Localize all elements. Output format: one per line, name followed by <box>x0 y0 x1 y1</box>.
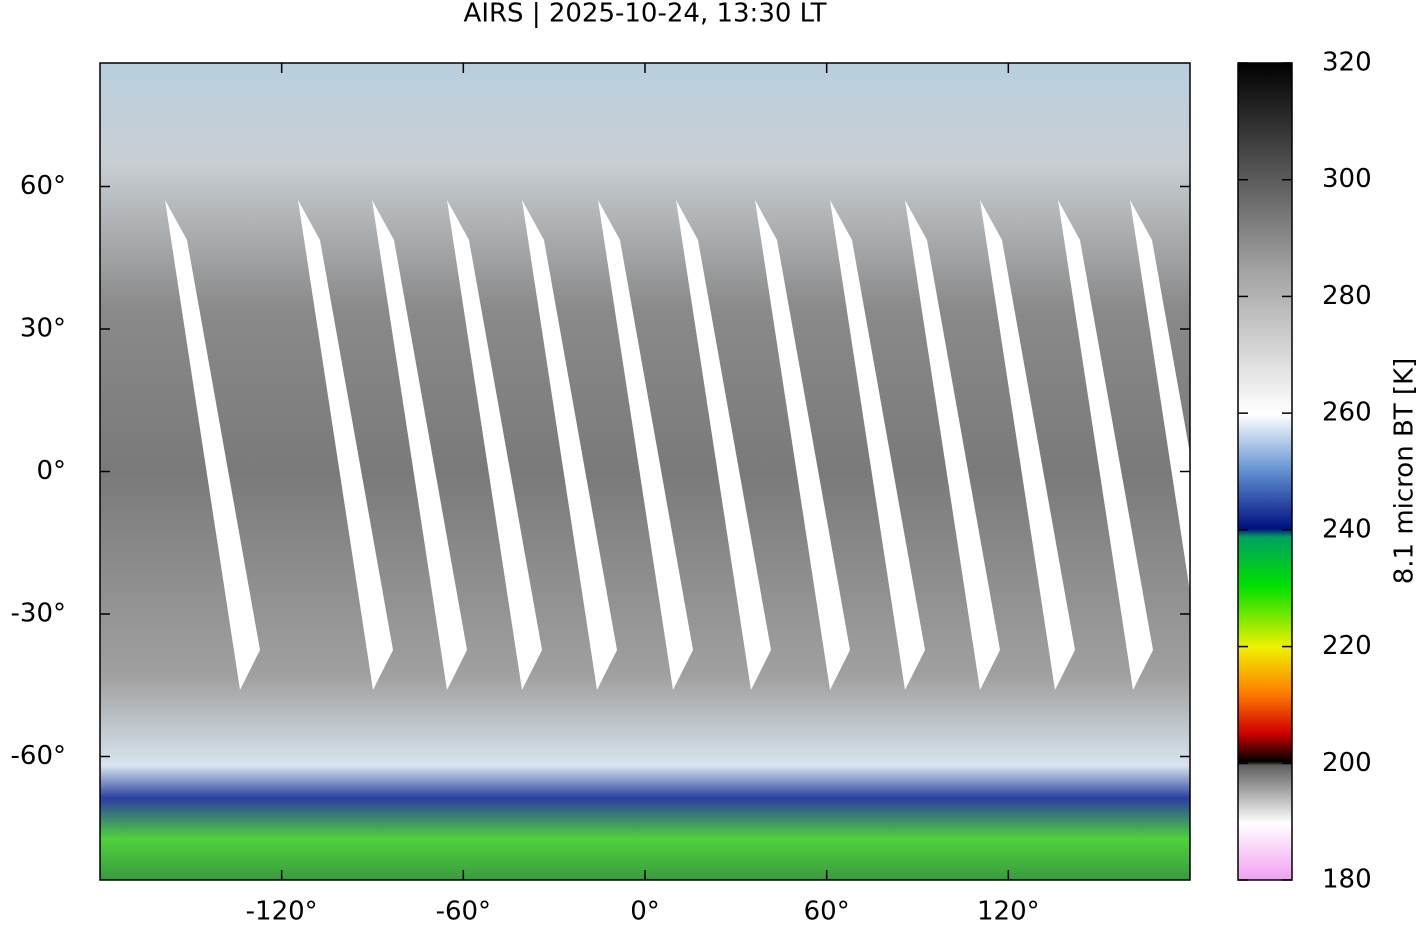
colorbar-tick-label: 300 <box>1322 164 1372 194</box>
x-tick-label: -60° <box>436 897 491 927</box>
colorbar-tick-label: 240 <box>1322 514 1372 544</box>
x-tick-label: 60° <box>804 897 850 927</box>
y-tick-label: 30° <box>20 314 66 344</box>
x-tick-label: 0° <box>630 897 660 927</box>
colorbar-tick-label: 280 <box>1322 281 1372 311</box>
colorbar-tick-label: 220 <box>1322 631 1372 661</box>
y-tick-label: -30° <box>11 599 66 629</box>
x-tick-label: -120° <box>246 897 318 927</box>
title: AIRS | 2025-10-24, 13:30 LT <box>464 0 827 29</box>
y-tick-label: -60° <box>11 741 66 771</box>
colorbar-tick-label: 260 <box>1322 398 1372 428</box>
x-tick-label: 120° <box>977 897 1040 927</box>
y-tick-label: 60° <box>20 171 66 201</box>
colorbar-tick-label: 320 <box>1322 48 1372 78</box>
colorbar <box>1237 62 1293 881</box>
map-image <box>100 63 1190 880</box>
y-tick-label: 0° <box>36 456 66 486</box>
colorbar-tick-label: 200 <box>1322 748 1372 778</box>
colorbar-tick-label: 180 <box>1322 865 1372 895</box>
colorbar-label: 8.1 micron BT [K] <box>1390 358 1420 585</box>
